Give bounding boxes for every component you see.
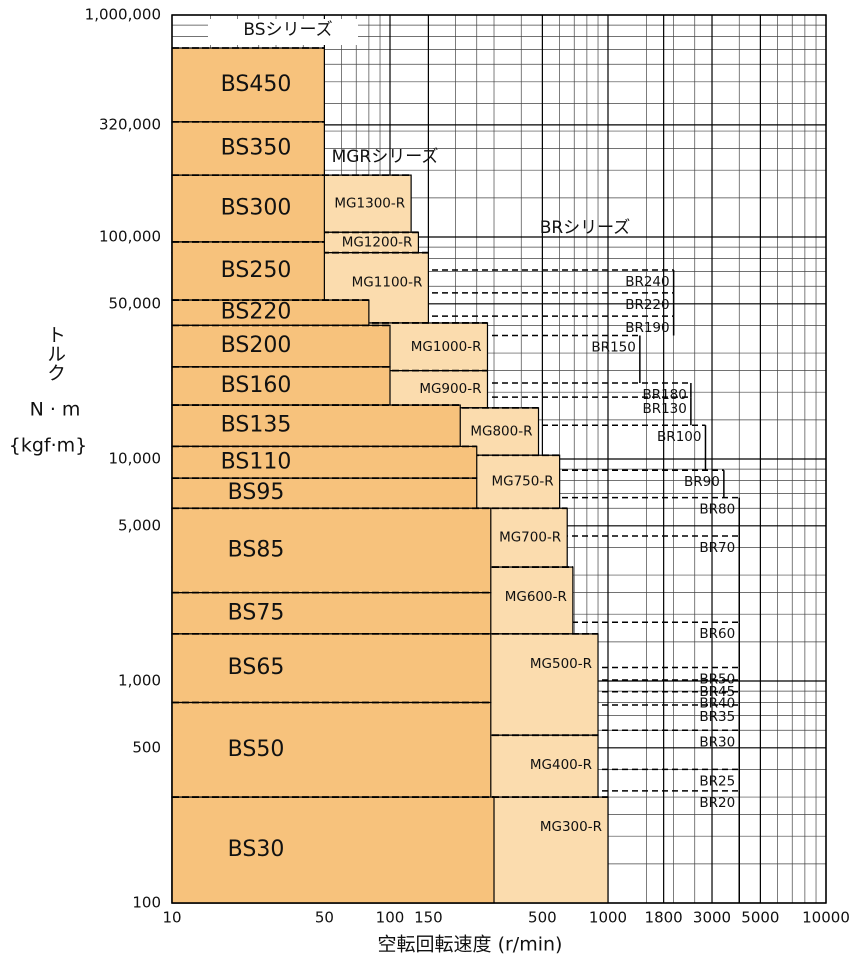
region-label: BS95 [228, 480, 285, 505]
region-label: BR90 [684, 474, 720, 490]
region-label: BS250 [221, 258, 292, 283]
region-label: BS160 [221, 373, 292, 398]
region [171, 445, 478, 479]
region-label: MG1100-R [352, 275, 423, 291]
region [171, 592, 492, 635]
region-label: MG400-R [530, 757, 592, 773]
region [171, 477, 478, 509]
region-label: BS350 [221, 136, 292, 161]
region-label: MG800-R [470, 424, 532, 440]
region [171, 507, 492, 594]
region-label: BS85 [228, 537, 285, 562]
x-tick-label: 10000 [802, 909, 850, 927]
region-label: MG1200-R [342, 234, 413, 250]
region-label: BS300 [221, 196, 292, 221]
region-label: BR80 [699, 502, 735, 518]
region-label: BR40 [699, 696, 735, 712]
x-tick-label: 100 [376, 909, 405, 927]
region-label: BR30 [699, 734, 735, 750]
region-label: MG900-R [419, 381, 481, 397]
region-label: BR130 [642, 401, 686, 417]
region [171, 701, 492, 798]
region [171, 241, 325, 301]
region [171, 796, 495, 904]
y-tick-label: 1,000,000 [85, 6, 161, 24]
y-tick-label: 1,000 [118, 672, 161, 690]
region [171, 121, 325, 176]
y-tick-label: 320,000 [99, 115, 161, 133]
region-label: BS450 [221, 72, 292, 97]
region-label: BR190 [625, 320, 669, 336]
region-label: BR240 [625, 274, 669, 290]
x-tick-label: 10 [162, 909, 181, 927]
y-tick-label: 50,000 [109, 294, 162, 312]
region-label: BR220 [625, 297, 669, 313]
region-label: BR150 [591, 340, 635, 356]
x-tick-label: 1800 [645, 909, 683, 927]
y-tick-label: 10,000 [109, 450, 162, 468]
plot-frame [171, 14, 827, 904]
region-label: BR70 [699, 540, 735, 556]
region-label: MG1000-R [411, 339, 482, 355]
region-label: BR100 [657, 429, 701, 445]
x-tick-label: 500 [528, 909, 557, 927]
region-label: MG300-R [540, 819, 602, 835]
x-tick-label: 3000 [693, 909, 731, 927]
region-label: MG750-R [491, 474, 553, 490]
region-label: MG700-R [499, 530, 561, 546]
x-tick-label: 150 [414, 909, 443, 927]
region-label: MG600-R [505, 589, 567, 605]
y-axis-label: {kgf·m} [9, 435, 87, 457]
group-title: MGRシリーズ [332, 147, 439, 167]
region-label: MG500-R [530, 656, 592, 672]
region-label: BR20 [699, 795, 735, 811]
region-label: BS110 [221, 449, 292, 474]
region-label: BS65 [228, 655, 285, 680]
y-tick-label: 500 [132, 738, 161, 756]
group-title-box [208, 19, 358, 45]
region-label: BS75 [228, 600, 285, 625]
region-label: BS220 [221, 300, 292, 325]
y-axis-label: トルク [44, 325, 66, 382]
x-tick-label: 5000 [741, 909, 779, 927]
region-label: BS50 [228, 737, 285, 762]
region-label: MG1300-R [334, 196, 405, 212]
region [171, 404, 461, 447]
y-tick-label: 5,000 [118, 516, 161, 534]
region-label: BR35 [699, 709, 735, 725]
region-label: BR60 [699, 626, 735, 642]
y-axis-label: N · m [30, 399, 81, 421]
y-tick-label: 100,000 [99, 228, 161, 246]
x-tick-label: 1000 [589, 909, 627, 927]
y-tick-label: 100 [132, 894, 161, 912]
region [171, 633, 492, 704]
x-tick-label: 50 [315, 909, 334, 927]
group-title: BSシリーズ [243, 20, 332, 40]
group-title: BRシリーズ [540, 218, 631, 238]
region-label: BR25 [699, 773, 735, 789]
region [171, 366, 391, 406]
region-label: BS200 [221, 333, 292, 358]
x-axis-label: 空転回転速度 (r/min) [378, 934, 563, 956]
region-label: BR180 [642, 387, 686, 403]
region-label: BS30 [228, 837, 285, 862]
region-label: BS135 [221, 413, 292, 438]
region [171, 324, 391, 368]
